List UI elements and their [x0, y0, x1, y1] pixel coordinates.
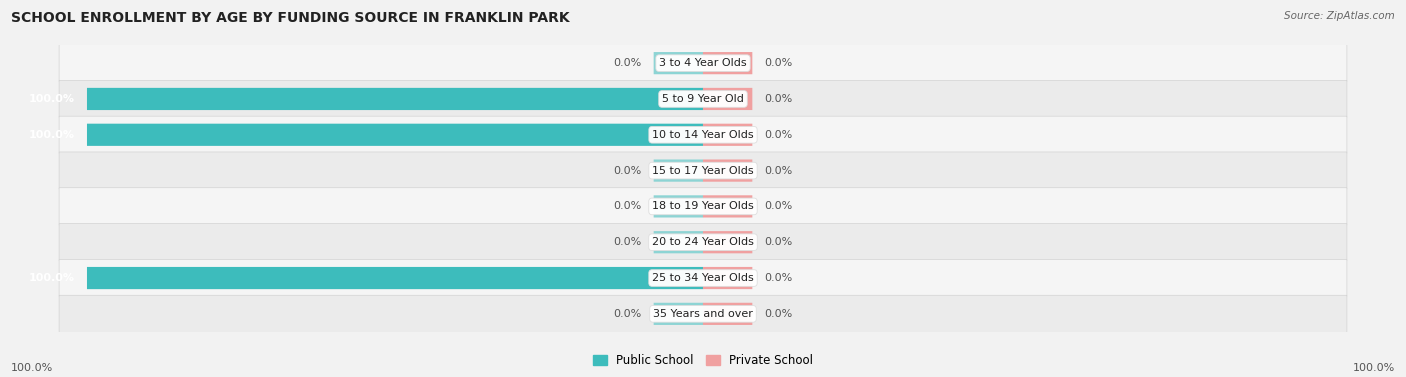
Text: 100.0%: 100.0%	[11, 363, 53, 373]
Text: 0.0%: 0.0%	[613, 237, 641, 247]
Text: 0.0%: 0.0%	[765, 130, 793, 140]
FancyBboxPatch shape	[59, 44, 1347, 82]
FancyBboxPatch shape	[87, 267, 703, 289]
Legend: Public School, Private School: Public School, Private School	[588, 349, 818, 372]
Text: 0.0%: 0.0%	[765, 309, 793, 319]
Text: 0.0%: 0.0%	[613, 166, 641, 176]
Text: 0.0%: 0.0%	[765, 58, 793, 68]
FancyBboxPatch shape	[654, 231, 703, 253]
FancyBboxPatch shape	[654, 52, 703, 74]
Text: 100.0%: 100.0%	[28, 273, 75, 283]
FancyBboxPatch shape	[59, 295, 1347, 333]
Text: 0.0%: 0.0%	[613, 201, 641, 211]
Text: 0.0%: 0.0%	[765, 201, 793, 211]
Text: 100.0%: 100.0%	[28, 94, 75, 104]
Text: 20 to 24 Year Olds: 20 to 24 Year Olds	[652, 237, 754, 247]
FancyBboxPatch shape	[703, 88, 752, 110]
Text: SCHOOL ENROLLMENT BY AGE BY FUNDING SOURCE IN FRANKLIN PARK: SCHOOL ENROLLMENT BY AGE BY FUNDING SOUR…	[11, 11, 569, 25]
Text: 15 to 17 Year Olds: 15 to 17 Year Olds	[652, 166, 754, 176]
Text: 0.0%: 0.0%	[765, 237, 793, 247]
FancyBboxPatch shape	[703, 303, 752, 325]
FancyBboxPatch shape	[654, 195, 703, 218]
FancyBboxPatch shape	[703, 124, 752, 146]
FancyBboxPatch shape	[59, 80, 1347, 118]
Text: 0.0%: 0.0%	[765, 273, 793, 283]
FancyBboxPatch shape	[59, 224, 1347, 261]
FancyBboxPatch shape	[59, 152, 1347, 189]
Text: 100.0%: 100.0%	[28, 130, 75, 140]
Text: Source: ZipAtlas.com: Source: ZipAtlas.com	[1284, 11, 1395, 21]
FancyBboxPatch shape	[703, 267, 752, 289]
FancyBboxPatch shape	[654, 303, 703, 325]
Text: 3 to 4 Year Olds: 3 to 4 Year Olds	[659, 58, 747, 68]
FancyBboxPatch shape	[654, 159, 703, 182]
Text: 0.0%: 0.0%	[765, 94, 793, 104]
Text: 25 to 34 Year Olds: 25 to 34 Year Olds	[652, 273, 754, 283]
Text: 0.0%: 0.0%	[765, 166, 793, 176]
Text: 0.0%: 0.0%	[613, 58, 641, 68]
FancyBboxPatch shape	[59, 116, 1347, 153]
FancyBboxPatch shape	[87, 88, 703, 110]
Text: 100.0%: 100.0%	[1353, 363, 1395, 373]
Text: 18 to 19 Year Olds: 18 to 19 Year Olds	[652, 201, 754, 211]
Text: 5 to 9 Year Old: 5 to 9 Year Old	[662, 94, 744, 104]
Text: 35 Years and over: 35 Years and over	[652, 309, 754, 319]
Text: 10 to 14 Year Olds: 10 to 14 Year Olds	[652, 130, 754, 140]
Text: 0.0%: 0.0%	[613, 309, 641, 319]
FancyBboxPatch shape	[59, 188, 1347, 225]
FancyBboxPatch shape	[59, 259, 1347, 297]
FancyBboxPatch shape	[703, 52, 752, 74]
FancyBboxPatch shape	[703, 231, 752, 253]
FancyBboxPatch shape	[87, 124, 703, 146]
FancyBboxPatch shape	[703, 159, 752, 182]
FancyBboxPatch shape	[703, 195, 752, 218]
